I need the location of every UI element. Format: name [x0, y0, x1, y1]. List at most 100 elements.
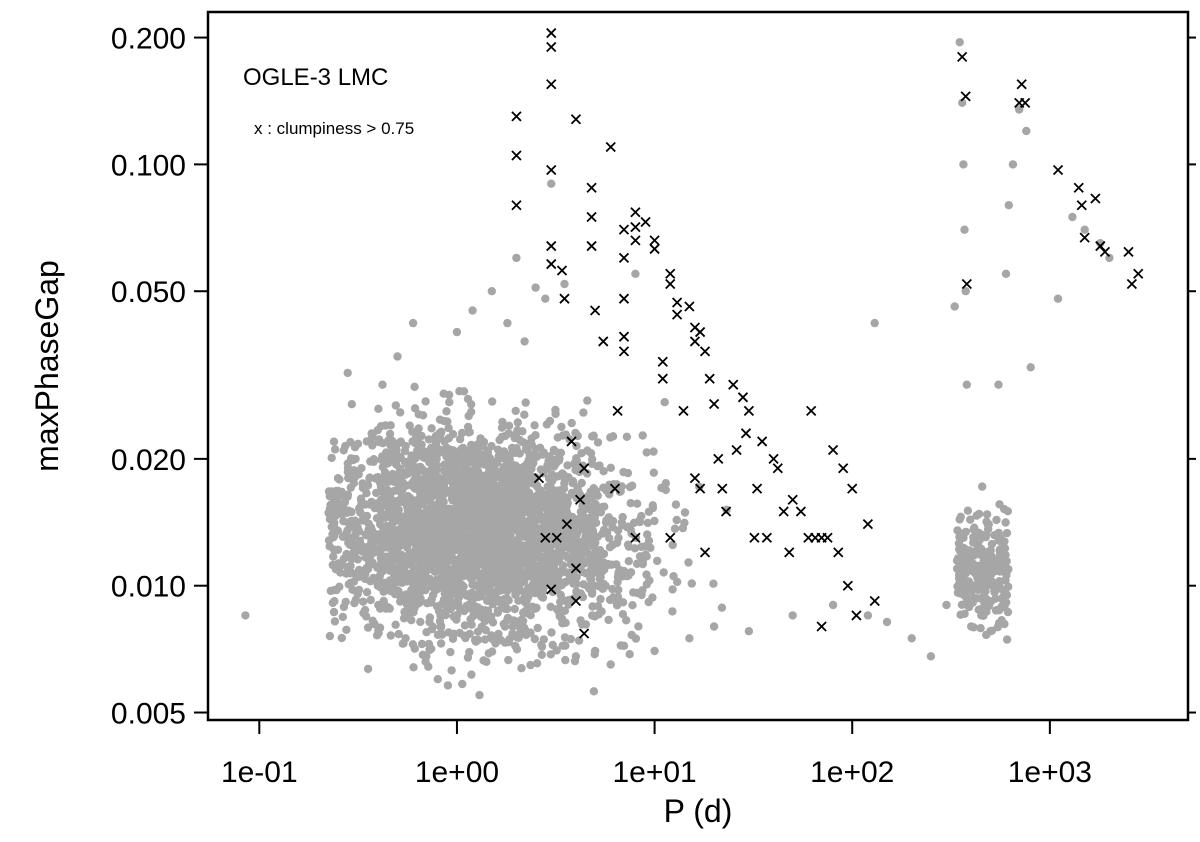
cross-point: [630, 207, 641, 218]
cross-point: [511, 111, 522, 122]
x-tick-label: 1e-01: [221, 756, 298, 789]
cross-point: [1076, 200, 1087, 211]
cross-point: [838, 463, 849, 474]
x-tick-label: 1e+02: [810, 756, 894, 789]
cross-point: [795, 506, 807, 517]
cross-point: [618, 224, 630, 235]
grey-point: [977, 611, 986, 620]
cross-point: [551, 532, 562, 543]
grey-point: [547, 179, 556, 188]
grey-point: [994, 380, 1003, 389]
cross-point: [731, 444, 742, 456]
grey-point: [512, 253, 521, 263]
grey-point: [520, 337, 529, 346]
grey-point: [590, 646, 600, 656]
cross-point: [546, 41, 557, 53]
cross-point: [842, 580, 853, 591]
cross-point: [605, 141, 616, 153]
x-tick-label: 1e+01: [612, 756, 696, 789]
grey-point: [986, 627, 995, 636]
cross-point: [618, 346, 630, 357]
grey-point: [393, 352, 402, 361]
cross-point: [586, 211, 597, 223]
cross-point: [1126, 278, 1138, 290]
cross-point: [546, 79, 557, 90]
grey-point: [962, 380, 971, 389]
cross-point: [1099, 246, 1111, 258]
cross-point: [546, 164, 557, 176]
grey-point: [926, 652, 936, 661]
grey-point: [685, 634, 694, 643]
cross-point: [546, 584, 557, 595]
grey-point: [378, 380, 387, 389]
grey-point: [374, 600, 383, 610]
y-tick-label: 0.005: [111, 698, 186, 731]
cross-point: [618, 252, 630, 264]
cross-point: [609, 483, 621, 494]
grey-point: [828, 600, 838, 610]
grey-point: [744, 627, 754, 636]
cross-point: [1020, 97, 1031, 108]
grey-point: [882, 617, 892, 627]
grey-point: [907, 634, 916, 643]
cross-point: [787, 494, 798, 505]
grey-point: [1053, 294, 1063, 303]
grey-point: [950, 302, 959, 311]
cross-point: [540, 532, 551, 543]
cross-point: [694, 483, 706, 494]
cross-point: [704, 373, 715, 384]
cross-point: [737, 392, 749, 403]
y-tick-label: 0.100: [111, 149, 186, 182]
grey-point: [541, 294, 550, 303]
grey-point: [531, 283, 540, 292]
cross-point: [671, 309, 683, 320]
cross-point: [665, 532, 676, 543]
cross-point: [740, 428, 752, 439]
cross-point: [586, 182, 597, 193]
cross-point: [618, 293, 630, 304]
plot-frame: [206, 10, 1190, 722]
y-tick-label: 0.200: [111, 23, 186, 56]
cross-point: [1123, 246, 1134, 258]
cross-point: [713, 453, 724, 465]
cross-point: [756, 436, 768, 447]
grey-point: [631, 269, 640, 278]
cross-point: [570, 563, 582, 574]
cross-point: [612, 405, 623, 417]
cross-point: [546, 27, 557, 39]
cross-point: [598, 336, 609, 347]
cross-point: [1073, 182, 1084, 193]
cross-point: [851, 610, 862, 621]
x-tick-label: 1e+00: [415, 756, 499, 789]
cross-point: [784, 547, 795, 558]
cross-point: [689, 336, 701, 347]
cross-point: [640, 216, 651, 228]
grey-point: [709, 622, 719, 631]
cross-point: [689, 473, 701, 484]
grey-point: [343, 368, 352, 378]
cross-point: [1133, 268, 1144, 279]
grey-point: [961, 287, 970, 296]
cross-point: [570, 595, 582, 607]
cross-point: [578, 628, 590, 639]
grey-point: [606, 660, 615, 669]
cross-point: [511, 200, 522, 211]
dataset-annotation: OGLE-3 LMC: [243, 64, 388, 91]
cross-point: [665, 268, 676, 279]
grey-point-cloud: [324, 382, 1013, 696]
grey-point: [468, 306, 477, 315]
cross-point: [589, 305, 601, 316]
grey-point: [958, 98, 967, 108]
cross-point: [671, 297, 683, 308]
cross-point: [546, 240, 557, 252]
cross-point: [533, 473, 545, 484]
cross-point: [761, 532, 773, 543]
cross-point: [657, 373, 668, 384]
cross-points-layer: [511, 27, 1144, 639]
grey-point: [1080, 225, 1089, 234]
cross-point: [728, 379, 739, 390]
x-tick-label: 1e+03: [1008, 756, 1092, 789]
y-tick-label: 0.050: [111, 276, 186, 309]
cross-point: [778, 506, 789, 517]
